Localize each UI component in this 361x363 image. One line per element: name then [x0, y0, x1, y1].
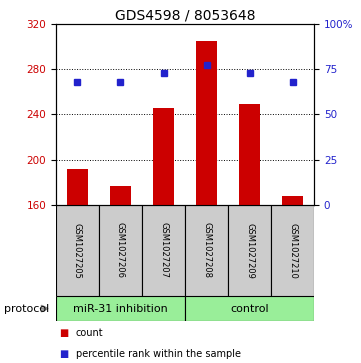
Bar — [239, 104, 260, 205]
Bar — [228, 205, 271, 296]
Text: GSM1027205: GSM1027205 — [73, 223, 82, 278]
Bar — [185, 205, 228, 296]
Title: GDS4598 / 8053648: GDS4598 / 8053648 — [115, 8, 255, 23]
Bar — [153, 107, 174, 205]
Bar — [185, 296, 314, 321]
Text: ■: ■ — [60, 328, 69, 338]
Bar — [271, 205, 314, 296]
Bar — [56, 296, 185, 321]
Bar — [67, 169, 88, 205]
Bar — [110, 186, 131, 205]
Text: ■: ■ — [60, 349, 69, 359]
Text: percentile rank within the sample: percentile rank within the sample — [76, 349, 241, 359]
Text: control: control — [230, 303, 269, 314]
Bar — [99, 205, 142, 296]
Text: protocol: protocol — [4, 303, 49, 314]
Bar — [56, 205, 99, 296]
Bar — [282, 196, 303, 205]
Text: count: count — [76, 328, 104, 338]
Text: GSM1027207: GSM1027207 — [159, 223, 168, 278]
Text: miR-31 inhibition: miR-31 inhibition — [73, 303, 168, 314]
Text: GSM1027210: GSM1027210 — [288, 223, 297, 278]
Bar — [142, 205, 185, 296]
Bar — [196, 41, 217, 205]
Text: GSM1027208: GSM1027208 — [202, 223, 211, 278]
Text: GSM1027206: GSM1027206 — [116, 223, 125, 278]
Text: GSM1027209: GSM1027209 — [245, 223, 254, 278]
